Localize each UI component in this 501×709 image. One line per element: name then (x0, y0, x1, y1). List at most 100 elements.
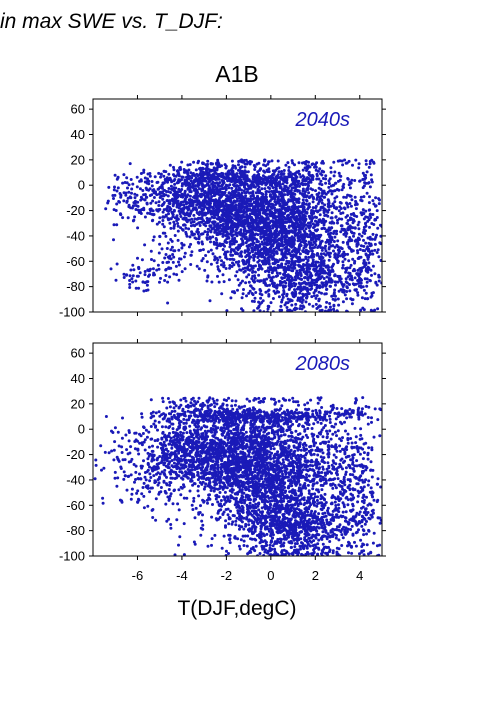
scatter-point (364, 291, 368, 295)
scatter-point (143, 193, 147, 196)
scatter-point (302, 246, 306, 250)
scatter-point (299, 282, 303, 286)
scatter-point (216, 225, 220, 229)
scatter-point (201, 232, 205, 236)
scatter-point (286, 297, 290, 301)
scatter-point (189, 253, 193, 257)
scatter-point (324, 174, 328, 178)
scatter-point (356, 251, 360, 255)
scatter-point (241, 259, 245, 263)
scatter-point (235, 270, 239, 274)
scatter-point (286, 243, 290, 247)
scatter-point (286, 209, 290, 213)
scatter-point (368, 208, 372, 212)
scatter-point (366, 245, 370, 249)
scatter-point (153, 175, 157, 179)
scatter-point (207, 217, 211, 221)
scatter-point (276, 195, 280, 199)
scatter-point (280, 233, 284, 237)
scatter-point (233, 164, 237, 168)
scatter-point (283, 265, 287, 269)
scatter-point (119, 195, 123, 199)
scatter-point (266, 256, 270, 260)
scatter-point (264, 209, 268, 213)
scatter-point (278, 186, 282, 190)
scatter-point (293, 186, 297, 190)
scatter-point (286, 187, 290, 191)
scatter-point (320, 161, 324, 165)
scatter-point (350, 178, 354, 182)
scatter-point (294, 183, 298, 187)
scatter-point (169, 184, 173, 188)
scatter-point (227, 278, 231, 282)
scatter-point (296, 276, 300, 280)
scatter-point (147, 188, 151, 192)
scatter-point (197, 237, 201, 241)
scatter-point (344, 195, 348, 199)
scatter-point (128, 286, 132, 289)
scatter-point (192, 220, 196, 224)
scatter-point (183, 251, 187, 255)
scatter-point (299, 272, 303, 276)
scatter-point (171, 202, 175, 206)
scatter-point (298, 307, 302, 311)
scatter-point (253, 185, 257, 189)
scatter-point (201, 204, 205, 208)
scatter-point (311, 206, 315, 210)
scatter-point (284, 203, 288, 207)
scatter-point (126, 186, 129, 190)
scatter-point (232, 290, 236, 294)
scatter-point (172, 165, 175, 169)
scatter-point (171, 212, 175, 215)
scatter-point (345, 232, 349, 235)
scatter-point (225, 197, 229, 201)
scatter-point (261, 208, 265, 212)
scatter-point (301, 210, 304, 214)
scatter-point (300, 288, 304, 291)
scatter-point (264, 290, 268, 294)
scatter-point (209, 169, 213, 173)
scatter-point (219, 220, 222, 224)
scatter-point (315, 253, 319, 257)
scatter-point (259, 235, 263, 239)
scatter-point (207, 209, 211, 213)
scatter-point (156, 263, 160, 267)
scatter-point (255, 177, 259, 181)
scatter-point (146, 172, 150, 176)
scatter-point (351, 269, 355, 273)
scatter-point (295, 200, 299, 204)
scatter-point (267, 294, 271, 298)
scatter-point (280, 230, 284, 234)
scatter-point (161, 210, 165, 214)
scatter-point (240, 237, 243, 241)
scatter-point (251, 193, 255, 197)
scatter-point (198, 224, 202, 227)
scatter-point (306, 265, 310, 269)
scatter-point (307, 191, 311, 195)
scatter-point (239, 188, 243, 192)
scatter-point (259, 200, 263, 204)
scatter-point (235, 199, 239, 203)
scatter-point (316, 209, 320, 213)
scatter-point (107, 185, 111, 189)
scatter-point (309, 224, 313, 227)
scatter-point (236, 231, 240, 235)
scatter-point (276, 264, 280, 268)
scatter-point (252, 174, 256, 178)
scatter-point (271, 186, 275, 190)
scatter-point (161, 219, 165, 222)
scatter-point (369, 268, 373, 272)
scatter-point (280, 248, 284, 252)
scatter-point (218, 181, 222, 185)
scatter-point (373, 217, 377, 221)
scatter-point (230, 216, 234, 220)
scatter-point (245, 214, 249, 218)
scatter-point (176, 172, 180, 176)
scatter-point (327, 182, 331, 185)
scatter-point (114, 278, 118, 282)
scatter-point (203, 211, 207, 215)
scatter-point (211, 185, 215, 189)
scatter-point (305, 198, 308, 202)
scatter-point (371, 252, 375, 256)
scatter-point (272, 289, 276, 293)
